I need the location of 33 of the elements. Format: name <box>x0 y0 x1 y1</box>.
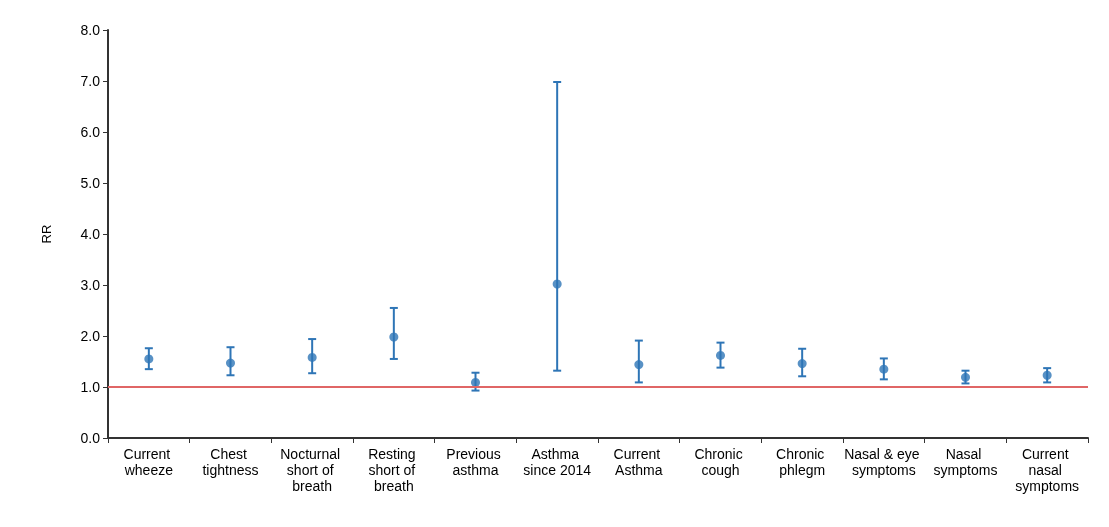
y-tick-label: 5.0 <box>80 175 101 191</box>
y-tick-label: 4.0 <box>80 226 101 242</box>
point <box>879 364 889 374</box>
y-tick-label: 7.0 <box>80 73 101 89</box>
point <box>471 377 480 387</box>
y-tick-label: 6.0 <box>80 124 101 140</box>
y-tick-label: 3.0 <box>80 277 101 293</box>
x-tick-label: Chest tightness <box>202 446 259 478</box>
y-tick-label: 2.0 <box>80 328 101 344</box>
x-tick-label: Chronic phlegm <box>776 446 829 478</box>
point <box>797 359 807 369</box>
y-tick-label: 0.0 <box>80 430 101 446</box>
x-tick-label: Nocturnal short of breath <box>280 446 345 494</box>
point <box>307 352 317 362</box>
point <box>144 354 154 364</box>
point <box>552 279 562 289</box>
x-tick-label: Resting short of breath <box>368 446 420 494</box>
x-tick-label: Current nasal symptoms <box>1015 446 1080 494</box>
point <box>1042 370 1052 380</box>
x-tick-label: Nasal symptoms <box>933 446 998 478</box>
point <box>716 350 725 360</box>
y-tick-label: 8.0 <box>80 22 101 38</box>
y-tick-label: 1.0 <box>80 379 101 395</box>
x-tick-label: Current wheeze <box>123 446 175 478</box>
x-tick-label: Asthma since 2014 <box>523 446 592 478</box>
point <box>634 360 644 370</box>
x-tick-label: Chronic cough <box>694 446 747 478</box>
y-axis-title: RR <box>39 224 54 244</box>
x-tick-label: Previous asthma <box>446 446 505 478</box>
x-tick-label: Current Asthma <box>613 446 665 478</box>
point <box>389 332 399 342</box>
point <box>226 358 235 368</box>
x-tick-label: Nasal & eye symptoms <box>844 446 924 478</box>
